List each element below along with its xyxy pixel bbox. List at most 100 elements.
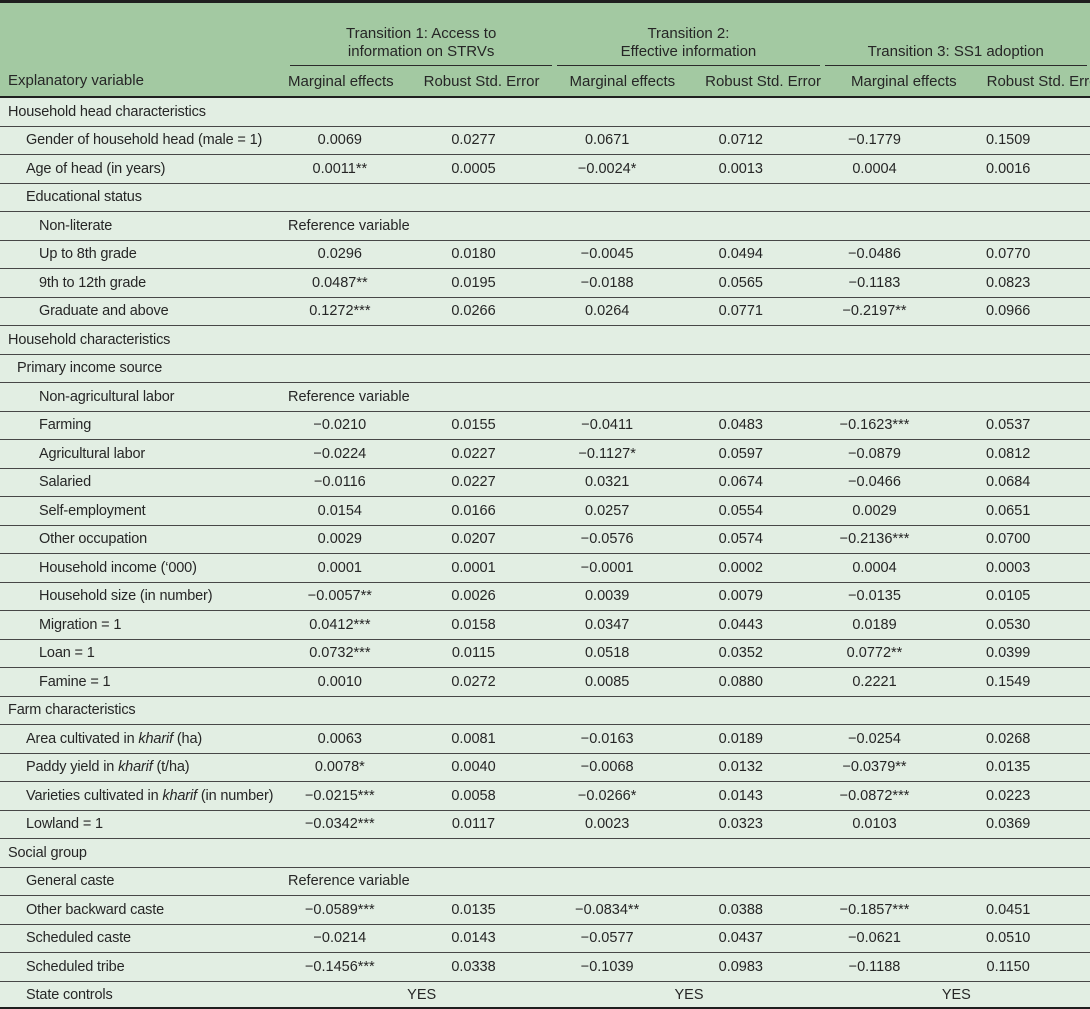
table-row: Household characteristics	[0, 326, 1090, 355]
row-label: Other occupation	[0, 531, 288, 547]
cell-value: −0.0834**	[555, 902, 689, 918]
row-label: Farming	[0, 417, 288, 433]
column-group-titles: Transition 1: Access toinformation on ST…	[0, 3, 1090, 66]
cell-value: −0.0188	[555, 275, 689, 291]
cell-value: 0.0115	[422, 645, 556, 661]
cell-value: 0.0058	[422, 788, 556, 804]
cell-value: −0.0879	[823, 446, 957, 462]
row-label: Paddy yield in kharif (t/ha)	[0, 759, 288, 775]
table-row: General casteReference variable	[0, 868, 1090, 897]
cell-value: −0.0266*	[555, 788, 689, 804]
cell-value: −0.0214	[288, 930, 422, 946]
cell-value: 0.0001	[422, 560, 556, 576]
table-row: State controlsYESYESYES	[0, 982, 1090, 1009]
cell-value: −0.0057**	[288, 588, 422, 604]
cell-value: 0.0518	[555, 645, 689, 661]
row-label: Graduate and above	[0, 303, 288, 319]
cell-value: 0.0565	[689, 275, 823, 291]
row-label: Agricultural labor	[0, 446, 288, 462]
cell-value: 0.0266	[422, 303, 556, 319]
table-row: Up to 8th grade0.02960.0180−0.00450.0494…	[0, 241, 1090, 270]
table-row: Paddy yield in kharif (t/ha)0.0078*0.004…	[0, 754, 1090, 783]
cell-value: −0.0589***	[288, 902, 422, 918]
table-row: 9th to 12th grade0.0487**0.0195−0.01880.…	[0, 269, 1090, 298]
row-label: Non-literate	[0, 218, 288, 234]
cell-value: 0.0189	[689, 731, 823, 747]
table-row: Self-employment0.01540.01660.02570.05540…	[0, 497, 1090, 526]
cell-value: 0.0700	[956, 531, 1090, 547]
row-label: Famine = 1	[0, 674, 288, 690]
table-row: Non-literateReference variable	[0, 212, 1090, 241]
group-title-line: Effective information	[621, 43, 757, 61]
cell-value: 0.0013	[689, 161, 823, 177]
cell-value: 0.0352	[689, 645, 823, 661]
cell-value: −0.1779	[823, 132, 957, 148]
cell-value: −0.2197**	[823, 303, 957, 319]
cell-value: −0.0379**	[823, 759, 957, 775]
table-row: Famine = 10.00100.02720.00850.08800.2221…	[0, 668, 1090, 697]
cell-value: 0.0227	[422, 446, 556, 462]
section-label: Social group	[0, 845, 288, 861]
cell-value: −0.0466	[823, 474, 957, 490]
cell-value: 0.0412***	[288, 617, 422, 633]
cell-value: −0.0254	[823, 731, 957, 747]
cell-value: 0.0004	[823, 560, 957, 576]
cell-value: 0.0180	[422, 246, 556, 262]
cell-value: 0.0079	[689, 588, 823, 604]
cell-value: 0.0323	[689, 816, 823, 832]
cell-value: −0.0486	[823, 246, 957, 262]
cell-value: 0.0732***	[288, 645, 422, 661]
row-label: 9th to 12th grade	[0, 275, 288, 291]
column-group-transition-3: Transition 3: SS1 adoption	[825, 3, 1087, 66]
cell-value: 0.0487**	[288, 275, 422, 291]
cell-value: 0.0029	[823, 503, 957, 519]
cell-value: 0.0321	[555, 474, 689, 490]
row-label: Salaried	[0, 474, 288, 490]
table-row: Non-agricultural laborReference variable	[0, 383, 1090, 412]
cell-value: 0.0443	[689, 617, 823, 633]
cell-value: 0.0158	[422, 617, 556, 633]
table-row: Migration = 10.0412***0.01580.03470.0443…	[0, 611, 1090, 640]
table-row: Loan = 10.0732***0.01150.05180.03520.077…	[0, 640, 1090, 669]
cell-value: −0.1623***	[823, 417, 957, 433]
cell-value: −0.0621	[823, 930, 957, 946]
reference-variable-note: Reference variable	[288, 873, 440, 889]
cell-value: 0.1549	[956, 674, 1090, 690]
cell-value: 0.0338	[422, 959, 556, 975]
cell-value: 0.0451	[956, 902, 1090, 918]
row-label: Loan = 1	[0, 645, 288, 661]
cell-value: 0.0143	[689, 788, 823, 804]
cell-value: −0.0576	[555, 531, 689, 547]
marginal-effects-header: Marginal effects	[851, 73, 987, 90]
cell-value: 0.0132	[689, 759, 823, 775]
column-sub-headers: Explanatory variable Marginal effectsRob…	[0, 66, 1090, 96]
cell-value: 0.0011**	[288, 161, 422, 177]
cell-value: 0.0039	[555, 588, 689, 604]
section-label: Household head characteristics	[0, 104, 288, 120]
regression-table: Transition 1: Access toinformation on ST…	[0, 0, 1090, 1009]
row-label: Age of head (in years)	[0, 161, 288, 177]
cell-value: 0.0227	[422, 474, 556, 490]
robust-std-error-header: Robust Std. Error	[705, 73, 851, 90]
row-label: Up to 8th grade	[0, 246, 288, 262]
explanatory-variable-header: Explanatory variable	[0, 72, 288, 96]
section-label: Household characteristics	[0, 332, 288, 348]
cell-value: 0.0684	[956, 474, 1090, 490]
cell-value: 0.0143	[422, 930, 556, 946]
cell-value: 0.0103	[823, 816, 957, 832]
group-title-line: Transition 3: SS1 adoption	[868, 43, 1044, 61]
cell-value: 0.0770	[956, 246, 1090, 262]
column-group-transition-2: Transition 2:Effective information	[557, 3, 819, 66]
cell-value: 0.0510	[956, 930, 1090, 946]
cell-value: 0.0671	[555, 132, 689, 148]
row-label: Varieties cultivated in kharif (in numbe…	[0, 788, 288, 804]
table-row: Gender of household head (male = 1)0.006…	[0, 127, 1090, 156]
group-title-line: information on STRVs	[348, 43, 494, 61]
cell-value: 0.1150	[956, 959, 1090, 975]
cell-value: 0.0651	[956, 503, 1090, 519]
section-label: Primary income source	[0, 360, 288, 376]
row-label: Scheduled tribe	[0, 959, 288, 975]
robust-std-error-header: Robust Std. Error	[987, 73, 1090, 90]
cell-value: 0.0195	[422, 275, 556, 291]
table-row: Household income (‘000)0.00010.0001−0.00…	[0, 554, 1090, 583]
